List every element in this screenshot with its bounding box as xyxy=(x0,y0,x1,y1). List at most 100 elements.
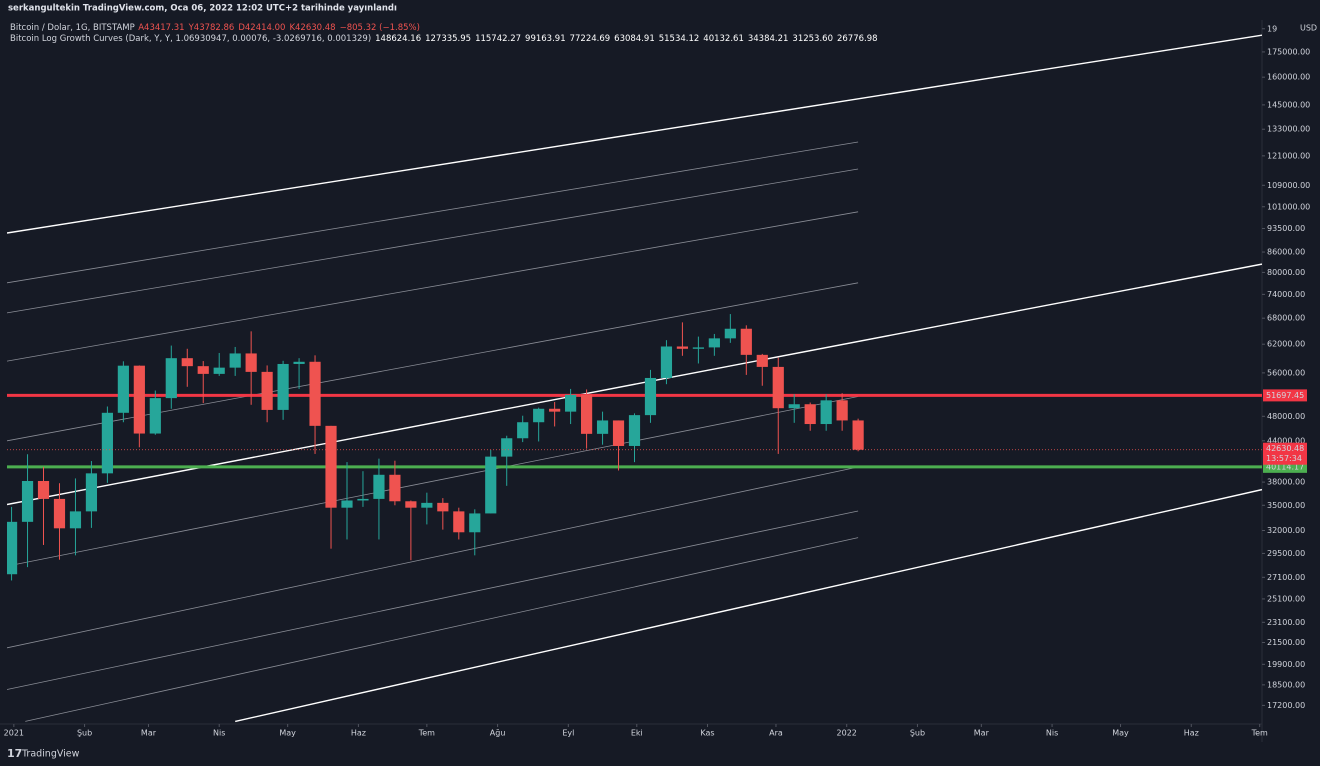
candle-body xyxy=(309,361,321,426)
indicator-value: 26776.98 xyxy=(837,34,878,44)
y-tick-label: 19 xyxy=(1267,24,1277,33)
candle-body xyxy=(165,358,177,399)
candle-body xyxy=(373,474,385,499)
x-tick-label: 2021 xyxy=(4,729,24,738)
x-tick-label: Nis xyxy=(213,729,225,738)
candle-body xyxy=(533,408,545,423)
countdown: 13:57:34 xyxy=(1266,454,1302,463)
candle-body xyxy=(117,365,129,413)
y-tick-label: 56000.00 xyxy=(1267,368,1305,377)
candle-body xyxy=(69,511,82,529)
candle-body xyxy=(501,438,513,457)
y-tick-label: 93500.00 xyxy=(1267,224,1305,233)
ohlc-value: Y43782.86 xyxy=(188,23,235,33)
y-tick-label: 145000.00 xyxy=(1267,100,1310,109)
y-tick-label: 17200.00 xyxy=(1267,701,1305,710)
y-tick-label: 68000.00 xyxy=(1267,314,1305,323)
candle-body xyxy=(628,415,641,446)
y-tick-label: 29500.00 xyxy=(1267,549,1305,558)
x-tick-label: Nis xyxy=(1046,729,1058,738)
y-tick-label: 48000.00 xyxy=(1267,412,1305,421)
indicator-value: 40132.61 xyxy=(703,34,744,44)
y-tick-label: 121000.00 xyxy=(1267,151,1310,160)
candle-body xyxy=(804,404,816,425)
candle-body xyxy=(580,394,593,434)
x-tick-label: Şub xyxy=(77,729,92,738)
indicator-value: 99163.91 xyxy=(525,34,566,44)
candle-body xyxy=(756,354,768,367)
growth-curve xyxy=(7,211,859,362)
candle-body xyxy=(852,420,864,450)
x-tick-label: Kas xyxy=(700,729,714,738)
candle-body xyxy=(676,346,689,349)
candle-body xyxy=(565,394,577,412)
candle-body xyxy=(517,422,529,439)
level-label: 51697.45 xyxy=(1266,391,1304,400)
symbol: Bitcoin / Dolar, 1G, BITSTAMP xyxy=(10,23,135,33)
y-tick-label: 62000.00 xyxy=(1267,340,1305,349)
candle-body xyxy=(261,371,273,410)
candle-body xyxy=(341,500,353,508)
x-tick-label: Mar xyxy=(974,729,990,738)
x-tick-label: Haz xyxy=(351,729,366,738)
brand-logo: 𝟭𝟳 xyxy=(7,747,22,760)
ohlc-value: A43417.31 xyxy=(138,23,184,33)
candle-body xyxy=(660,346,673,378)
y-tick-label: 32000.00 xyxy=(1267,526,1305,535)
candle-body xyxy=(437,502,449,512)
candle-body xyxy=(469,513,481,533)
y-tick-label: 80000.00 xyxy=(1267,268,1305,277)
indicator-name: Bitcoin Log Growth Curves (Dark, Y, Y, 1… xyxy=(10,34,371,44)
candle-body xyxy=(325,425,337,508)
growth-curve xyxy=(7,282,859,442)
y-tick-label: 27100.00 xyxy=(1267,573,1305,582)
candle-body xyxy=(53,498,66,529)
candle-body xyxy=(389,474,401,502)
candle-body xyxy=(149,398,161,434)
candle-body xyxy=(692,347,704,349)
y-tick-label: 19900.00 xyxy=(1267,660,1305,669)
currency: USD xyxy=(1300,24,1317,33)
indicator-value: 127335.95 xyxy=(425,34,471,44)
level-label-bg xyxy=(1263,389,1307,402)
y-tick-label: 25100.00 xyxy=(1267,594,1305,603)
candle-body xyxy=(7,521,18,575)
indicator-value: 31253.60 xyxy=(792,34,833,44)
symbol-legend: Bitcoin / Dolar, 1G, BITSTAMP A43417.31 Y4… xyxy=(10,23,420,33)
growth-curve xyxy=(25,537,859,722)
indicator-value: 77224.69 xyxy=(570,34,611,44)
candle-body xyxy=(229,353,241,368)
last-price-bg xyxy=(1263,442,1307,465)
candle-body xyxy=(181,358,193,367)
x-tick-label: Eki xyxy=(631,729,643,738)
candle-body xyxy=(453,511,465,533)
growth-curve xyxy=(7,466,859,649)
x-tick-label: Tem xyxy=(418,729,435,738)
candle-body xyxy=(596,420,609,434)
logo-mark: 𝟭𝟳 xyxy=(7,747,22,760)
candle-body xyxy=(820,400,832,425)
publisher-line: serkangultekin TradingView.com, Oca 06, … xyxy=(8,4,397,14)
x-tick-label: Mar xyxy=(141,729,157,738)
candle-body xyxy=(612,420,625,446)
candle-body xyxy=(549,408,561,412)
growth-curve xyxy=(7,141,859,284)
candle-body xyxy=(37,480,50,499)
candle-body xyxy=(708,338,720,348)
candle-body xyxy=(213,367,225,374)
candle-body xyxy=(724,328,736,339)
candle-body xyxy=(421,502,433,508)
growth-curve xyxy=(7,263,1262,506)
indicator-value: 115742.27 xyxy=(475,34,521,44)
last-price-label: 42630.48 xyxy=(1266,444,1304,453)
candle-body xyxy=(357,498,369,501)
y-tick-label: 38000.00 xyxy=(1267,478,1305,487)
y-tick-label: 18500.00 xyxy=(1267,680,1305,689)
y-tick-label: 86000.00 xyxy=(1267,248,1305,257)
growth-curve xyxy=(7,396,859,567)
indicator-value: 34384.21 xyxy=(748,34,789,44)
growth-curve xyxy=(7,168,859,314)
